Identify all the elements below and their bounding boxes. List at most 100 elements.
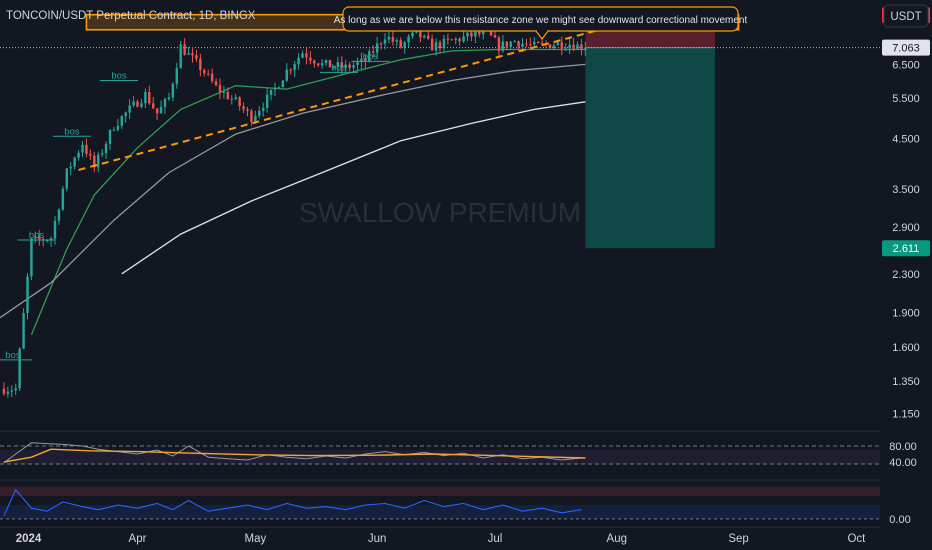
- candle-body-up: [159, 106, 163, 114]
- candle-body-down: [85, 144, 88, 154]
- candle-body-down: [2, 388, 6, 394]
- candle-body-down: [313, 60, 316, 64]
- candle-body-up: [61, 188, 65, 210]
- candle-body-up: [18, 348, 21, 389]
- candle-body-down: [305, 53, 308, 58]
- candle-body-up: [26, 276, 29, 314]
- annotation-pointer: [535, 30, 549, 40]
- y-tick-label: 4.500: [892, 134, 920, 146]
- candle-body-up: [175, 68, 179, 84]
- y-tick-label: 2.900: [892, 222, 920, 234]
- x-tick-label: Sep: [728, 533, 748, 545]
- candle-body-down: [470, 32, 473, 37]
- moving-averages: [0, 48, 586, 335]
- candle-body-up: [14, 388, 17, 391]
- candle-body-down: [226, 91, 230, 100]
- currency-button-label[interactable]: USDT: [890, 11, 921, 23]
- candle-body-down: [191, 53, 194, 56]
- candle-body-up: [395, 40, 399, 42]
- candle-body-down: [206, 73, 210, 75]
- osc-upper-zone: [0, 486, 880, 496]
- candle-body-down: [238, 97, 241, 107]
- price-axis[interactable]: [880, 0, 932, 550]
- candle-body-up: [368, 51, 371, 62]
- candle-body-up: [320, 62, 324, 66]
- x-tick-label: Jul: [488, 533, 503, 545]
- candle-body-up: [187, 53, 190, 55]
- candle-body-up: [6, 391, 10, 394]
- candle-body-up: [509, 41, 512, 47]
- candle-body-down: [536, 41, 540, 44]
- candle-body-up: [411, 32, 414, 37]
- price-tag-target: [882, 240, 930, 257]
- candle-body-down: [214, 81, 218, 86]
- currency-button[interactable]: USDT: [883, 4, 929, 28]
- candle-body-down: [379, 43, 383, 45]
- candle-body-up: [258, 110, 261, 116]
- currency-button-frame[interactable]: [883, 4, 929, 28]
- candle-body-up: [57, 209, 61, 221]
- candle-body-down: [426, 35, 430, 39]
- candle-body-up: [434, 42, 438, 51]
- candle-body-down: [218, 85, 222, 93]
- rsi-tick-label: 40.00: [889, 457, 917, 469]
- x-tick-label: 2024: [16, 533, 42, 545]
- candle-body-up: [222, 91, 226, 93]
- candle-body-up: [576, 44, 579, 50]
- y-tick-label: 6.500: [892, 59, 920, 71]
- candle-body-down: [446, 38, 450, 40]
- candle-body-down: [89, 153, 92, 156]
- y-tick-label: 5.500: [892, 93, 920, 105]
- candle-body-down: [328, 59, 332, 68]
- candle-body-up: [144, 92, 147, 104]
- candle-body-up: [132, 101, 135, 106]
- price-axis-ticks: 6.500 5.500 4.500 3.500 2.900 2.300 1.900 1.600…: [889, 59, 920, 526]
- trendline-layer[interactable]: [78, 26, 610, 171]
- bos-label: bos: [111, 71, 127, 82]
- y-tick-label: 3.500: [892, 184, 920, 196]
- candle-body-up: [22, 313, 25, 349]
- candle-body-up: [34, 236, 37, 239]
- bos-label: bos: [363, 51, 379, 62]
- candle-body-down: [93, 155, 96, 168]
- candle-body-up: [521, 43, 524, 47]
- indicator-panels: [0, 430, 880, 528]
- candle-body-up: [403, 42, 406, 48]
- candle-body-down: [210, 73, 214, 82]
- candle-body-up: [120, 116, 124, 126]
- candle-body-down: [289, 69, 292, 71]
- candle-body-up: [10, 390, 14, 392]
- candle-body-up: [336, 62, 340, 67]
- x-tick-label: May: [244, 533, 266, 545]
- candle-body-up: [234, 97, 237, 99]
- candle-body-up: [356, 62, 359, 66]
- candle-body-up: [423, 35, 426, 38]
- take-profit-zone[interactable]: [585, 47, 715, 249]
- x-tick-label: Aug: [607, 533, 627, 545]
- candle-body-down: [430, 38, 434, 51]
- candle-body-up: [53, 220, 57, 239]
- candle-body-down: [371, 51, 375, 53]
- x-tick-label: Jun: [368, 533, 387, 545]
- candle-body-up: [285, 69, 289, 81]
- candle-body-down: [517, 41, 520, 47]
- candle-body-up: [69, 166, 72, 169]
- candle-body-up: [352, 65, 355, 68]
- candle-body-up: [552, 45, 556, 49]
- candle-body-up: [564, 48, 567, 50]
- rising-support-trendline[interactable]: [78, 26, 610, 171]
- candle-body-down: [458, 38, 461, 42]
- candle-body-up: [332, 66, 336, 68]
- bos-label: bos: [64, 126, 80, 137]
- candle-body-up: [167, 97, 171, 100]
- candle-body-up: [116, 125, 120, 130]
- time-axis[interactable]: 2024 Apr May Jun Jul Aug Sep Oct: [16, 533, 866, 545]
- bos-label: bos: [29, 230, 45, 241]
- candle-body-up: [81, 144, 84, 153]
- symbol-title: TONCOIN/USDT Perpetual Contract, 1D, BIN…: [6, 10, 256, 22]
- candle-body-up: [128, 105, 131, 113]
- annotation-callout[interactable]: As long as we are below this resistance …: [334, 6, 748, 40]
- candle-body-up: [254, 115, 257, 123]
- candle-body-down: [183, 44, 186, 55]
